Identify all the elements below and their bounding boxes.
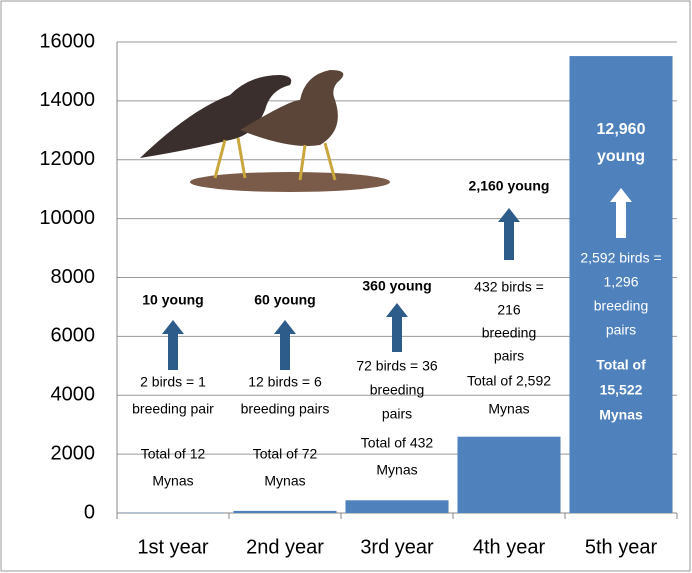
y-tick-label: 8000	[51, 266, 96, 288]
y-tick-label: 14000	[39, 89, 95, 111]
pairs-label: breeding	[482, 325, 537, 341]
pairs-label: 72 birds = 36	[356, 358, 438, 374]
young-label: young	[597, 148, 645, 165]
pairs-label: 216	[497, 302, 521, 318]
x-tick-label: 4th year	[473, 536, 546, 558]
pairs-label: breeding pairs	[241, 401, 330, 417]
pairs-label: breeding	[594, 298, 649, 314]
x-tick-label: 5th year	[585, 536, 658, 558]
pairs-label: 432 birds =	[474, 279, 544, 295]
y-tick-label: 12000	[39, 148, 95, 170]
y-tick-label: 16000	[39, 30, 95, 52]
young-label: 360 young	[362, 278, 431, 294]
x-tick-label: 1st year	[137, 536, 208, 558]
young-label: 10 young	[142, 292, 203, 308]
chart: 0 2000 4000 6000 8000 10000 12000 14000 16000 1st…	[0, 0, 692, 573]
page: {"chart_data": {"type": "bar", "categori…	[0, 0, 692, 573]
pairs-label: breeding	[370, 382, 425, 398]
pairs-label: breeding pair	[132, 401, 214, 417]
total-label: Total of 2,592	[467, 373, 551, 389]
pairs-label: 2 birds = 1	[140, 374, 206, 390]
x-tick-label: 3rd year	[360, 536, 434, 558]
pairs-label: 1,296	[603, 274, 638, 290]
total-label: Total of 72	[253, 446, 318, 462]
pairs-label: pairs	[606, 322, 636, 338]
young-label: 60 young	[254, 292, 315, 308]
pairs-label: pairs	[494, 348, 524, 364]
bar	[345, 500, 448, 513]
bar	[457, 437, 560, 513]
y-tick-label: 2000	[51, 442, 96, 464]
x-tick-label: 2nd year	[246, 536, 324, 558]
y-tick-label: 6000	[51, 325, 96, 347]
total-label: Mynas	[488, 401, 529, 417]
total-label: 15,522	[600, 382, 643, 398]
y-tick-label: 10000	[39, 207, 95, 229]
pairs-label: pairs	[382, 406, 412, 422]
total-label: Total of	[596, 357, 646, 373]
pairs-label: 12 birds = 6	[248, 374, 322, 390]
y-tick-label: 0	[84, 501, 95, 523]
total-label: Total of 432	[361, 435, 434, 451]
y-tick-label: 4000	[51, 384, 96, 406]
young-label: 12,960	[597, 121, 646, 138]
pairs-label: 2,592 birds =	[580, 250, 661, 266]
young-label: 2,160 young	[469, 178, 550, 194]
total-label: Total of 12	[141, 446, 206, 462]
total-label: Mynas	[264, 473, 305, 489]
total-label: Mynas	[152, 473, 193, 489]
bar	[233, 511, 336, 513]
total-label: Mynas	[376, 462, 417, 478]
total-label: Mynas	[599, 407, 643, 423]
